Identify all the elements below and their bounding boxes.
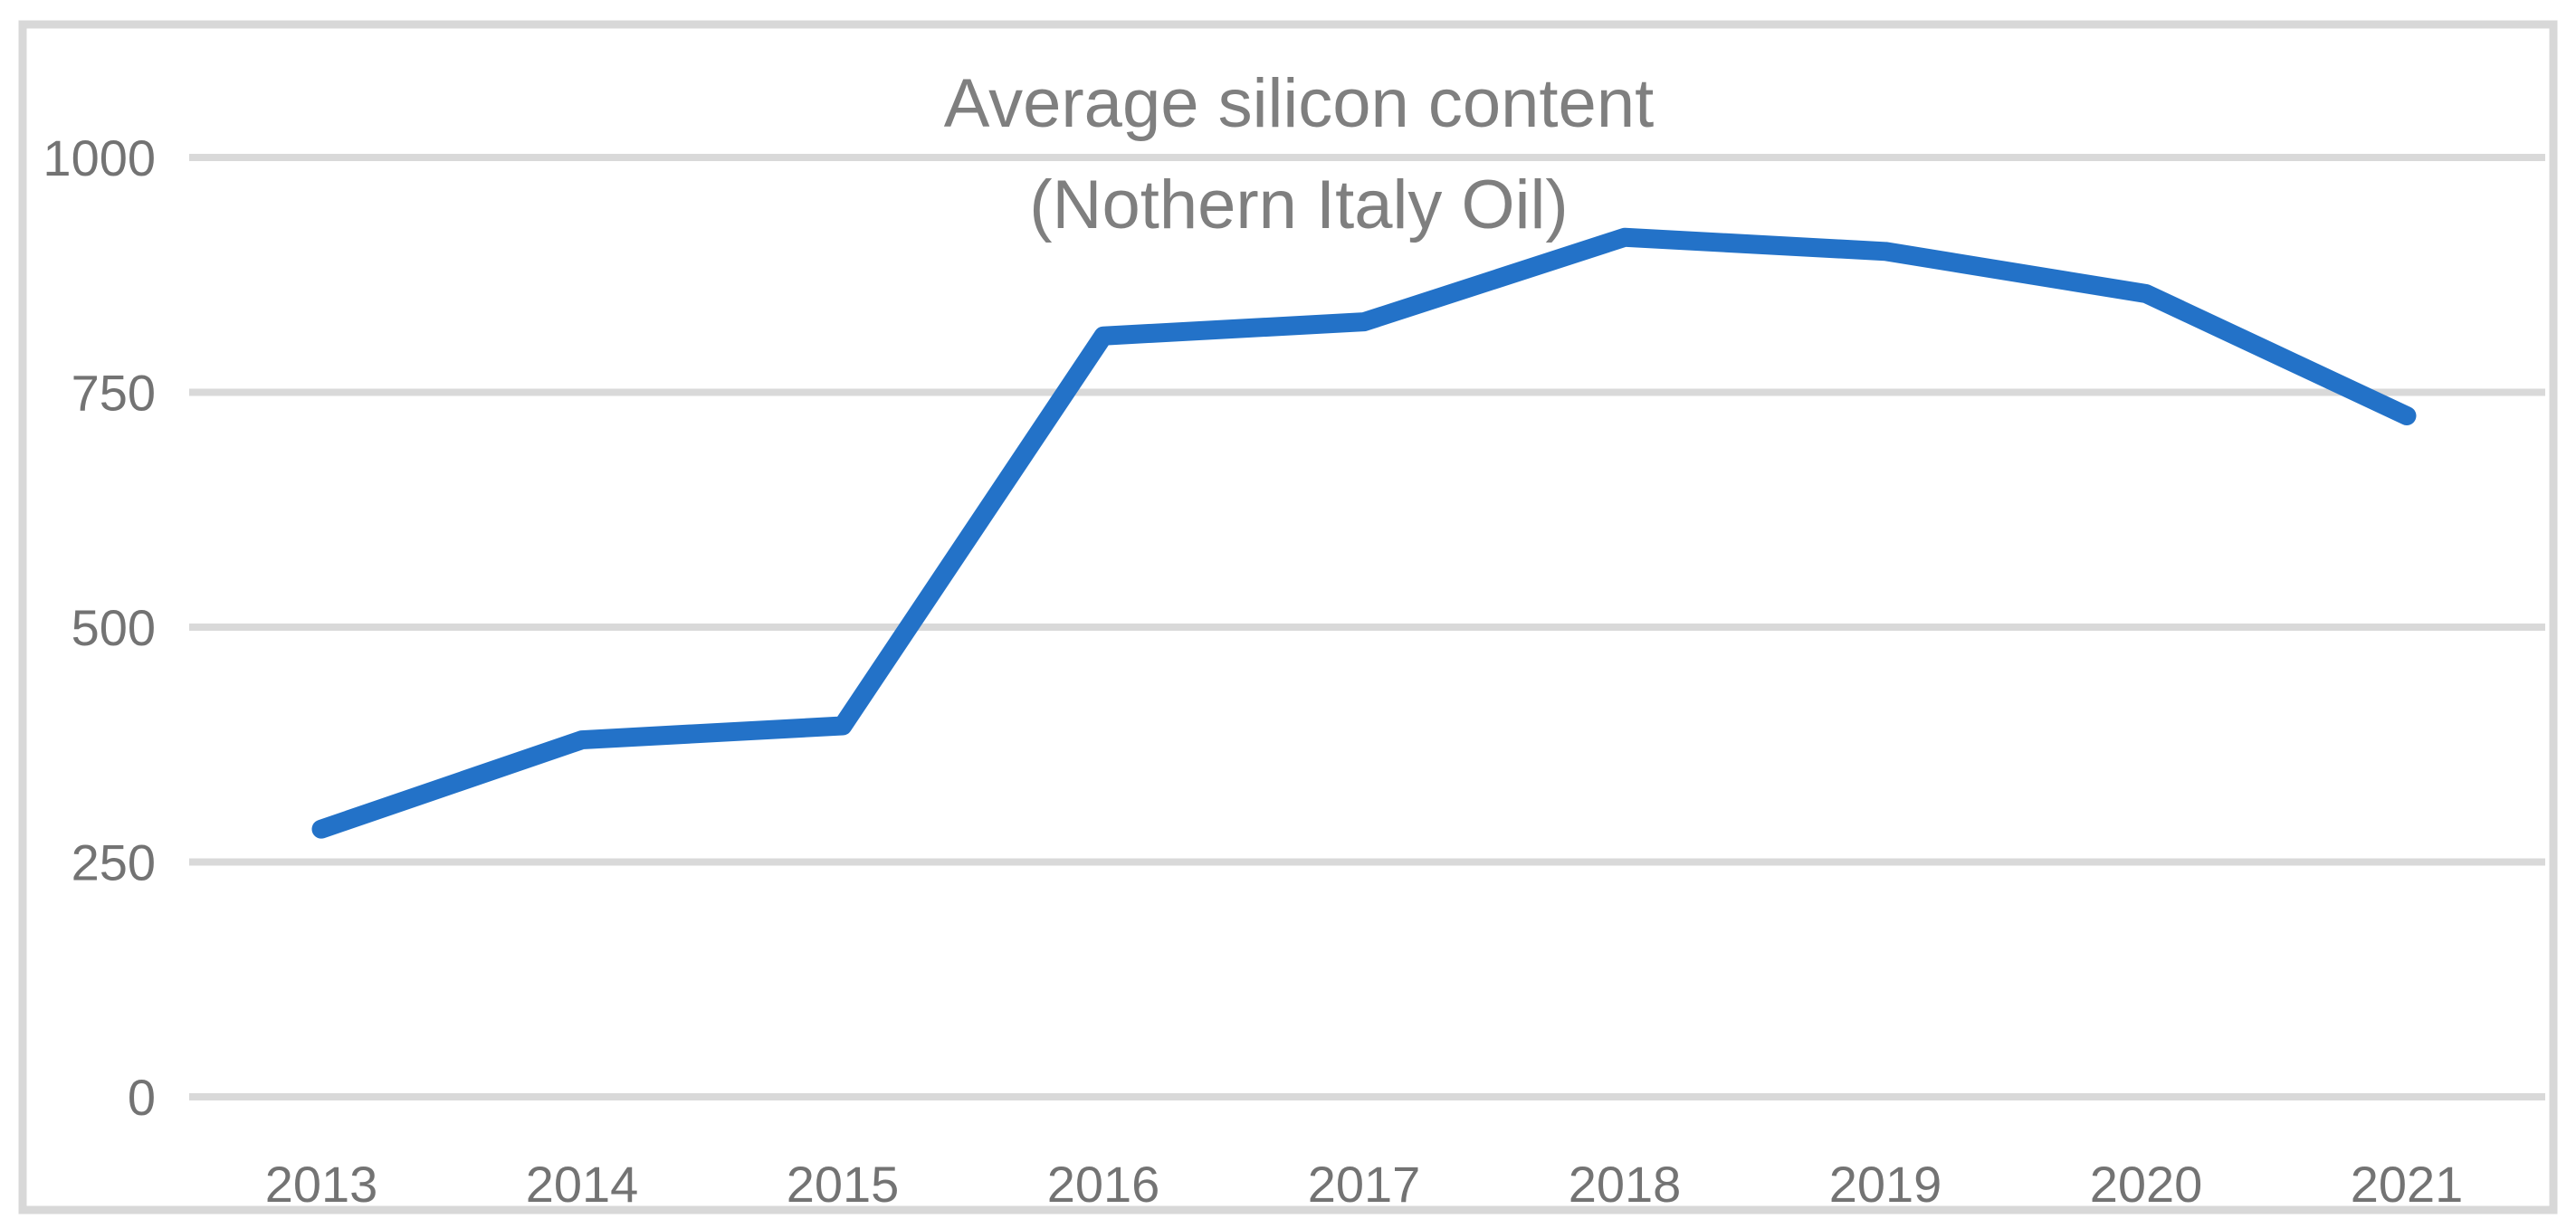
series-line-group — [311, 227, 2417, 839]
x-axis-tick-label: 2018 — [1569, 1156, 1682, 1213]
x-axis-tick-label: 2019 — [1829, 1156, 1942, 1213]
y-axis-tick-label: 750 — [72, 365, 156, 422]
series-polyline — [311, 227, 2417, 839]
chart-title-line-2: (Nothern Italy Oil) — [1029, 167, 1569, 243]
y-axis-tick-label: 0 — [128, 1069, 156, 1126]
x-axis-tick-label: 2016 — [1047, 1156, 1160, 1213]
x-axis-tick-label: 2013 — [265, 1156, 378, 1213]
x-axis-tick-label: 2020 — [2090, 1156, 2203, 1213]
y-axis-tick-label: 1000 — [43, 129, 156, 186]
y-axis-tick-label: 500 — [72, 599, 156, 656]
y-axis-tick-label: 250 — [72, 834, 156, 891]
chart-title-line-1: Average silicon content — [944, 65, 1654, 142]
x-axis-tick-labels-group: 2013 2014 2015 2016 2017 2018 2019 2020 2021 — [265, 1156, 2464, 1213]
x-axis-tick-label: 2015 — [787, 1156, 900, 1213]
chart-frame-border — [18, 20, 2558, 1214]
x-axis-tick-label: 2014 — [526, 1156, 639, 1213]
y-axis-tick-labels-group: 0 250 500 750 1000 — [43, 129, 156, 1126]
gridlines-group — [189, 154, 2545, 1100]
x-axis-tick-label: 2017 — [1308, 1156, 1421, 1213]
x-axis-tick-label: 2021 — [2351, 1156, 2464, 1213]
